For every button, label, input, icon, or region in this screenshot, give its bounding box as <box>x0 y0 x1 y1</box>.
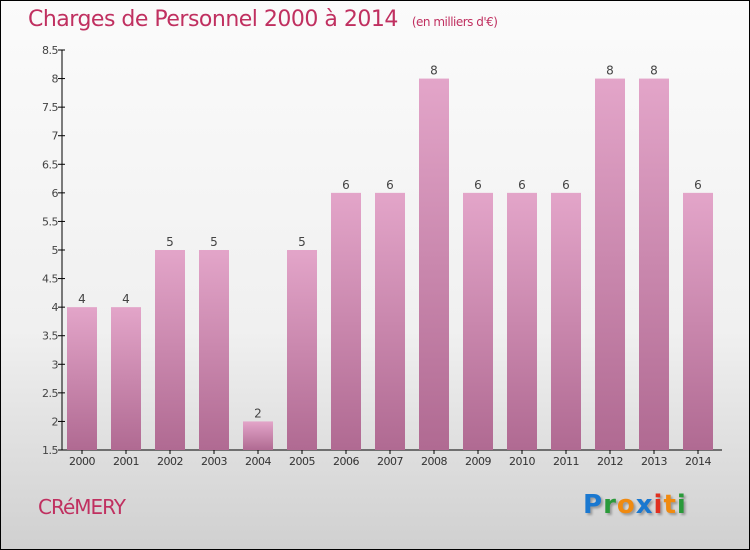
y-tick-label: 2 <box>52 415 59 428</box>
x-tick-label: 2013 <box>641 455 667 468</box>
x-tick-label: 2003 <box>201 455 227 468</box>
y-tick-label: 4.5 <box>42 273 58 286</box>
data-label: 4 <box>122 292 130 306</box>
data-label: 5 <box>166 235 174 249</box>
data-label: 4 <box>78 292 86 306</box>
x-tick-label: 2010 <box>509 455 535 468</box>
unit-label: (en milliers d'€) <box>411 15 498 29</box>
x-tick-label: 2009 <box>465 455 491 468</box>
data-label: 6 <box>386 178 394 192</box>
data-label: 8 <box>606 64 614 78</box>
bar <box>287 250 317 450</box>
y-tick-label: 7 <box>52 130 59 143</box>
proxiti-logo: Proxiti <box>583 490 687 520</box>
y-tick-label: 1.5 <box>42 444 58 457</box>
bar <box>551 192 581 450</box>
bar <box>199 250 229 450</box>
y-tick-label: 8.5 <box>42 44 58 57</box>
x-tick-label: 2002 <box>157 455 183 468</box>
y-tick-label: 3 <box>52 358 59 371</box>
bar <box>331 192 361 450</box>
chart-title: Charges de Personnel 2000 à 2014 (en mill… <box>28 7 498 32</box>
x-tick-label: 2014 <box>685 455 711 468</box>
data-label: 8 <box>430 64 438 78</box>
bar <box>507 192 537 450</box>
y-tick-label: 5.5 <box>42 215 58 228</box>
x-tick-label: 2008 <box>421 455 447 468</box>
x-tick-label: 2001 <box>113 455 139 468</box>
y-tick-label: 2.5 <box>42 387 58 400</box>
data-label: 6 <box>342 178 350 192</box>
data-label: 5 <box>298 235 306 249</box>
y-tick-label: 3.5 <box>42 330 58 343</box>
bar <box>683 192 713 450</box>
bar <box>111 307 141 450</box>
bar <box>243 421 273 450</box>
x-tick-label: 2005 <box>289 455 315 468</box>
title-text: Charges de Personnel 2000 à 2014 <box>28 7 398 32</box>
x-tick-label: 2012 <box>597 455 623 468</box>
bar <box>419 78 449 451</box>
bar <box>595 78 625 451</box>
x-tick-label: 2011 <box>553 455 579 468</box>
y-tick-label: 6 <box>52 187 59 200</box>
data-label: 5 <box>210 235 218 249</box>
bar <box>639 78 669 451</box>
data-label: 8 <box>650 64 658 78</box>
data-label: 6 <box>474 178 482 192</box>
bar <box>375 192 405 450</box>
bar <box>155 250 185 450</box>
y-tick-label: 5 <box>52 244 59 257</box>
bar <box>67 307 97 450</box>
bar <box>463 192 493 450</box>
data-label: 2 <box>254 406 262 420</box>
x-tick-label: 2004 <box>245 455 271 468</box>
y-tick-label: 6.5 <box>42 158 58 171</box>
data-label: 6 <box>694 178 702 192</box>
data-label: 6 <box>562 178 570 192</box>
data-label: 6 <box>518 178 526 192</box>
x-tick-label: 2000 <box>69 455 95 468</box>
x-tick-label: 2007 <box>377 455 403 468</box>
y-tick-label: 7.5 <box>42 101 58 114</box>
y-tick-label: 8 <box>52 73 59 86</box>
y-tick-label: 4 <box>52 301 59 314</box>
commune-name: CRéMERY <box>38 495 126 519</box>
x-tick-label: 2006 <box>333 455 359 468</box>
